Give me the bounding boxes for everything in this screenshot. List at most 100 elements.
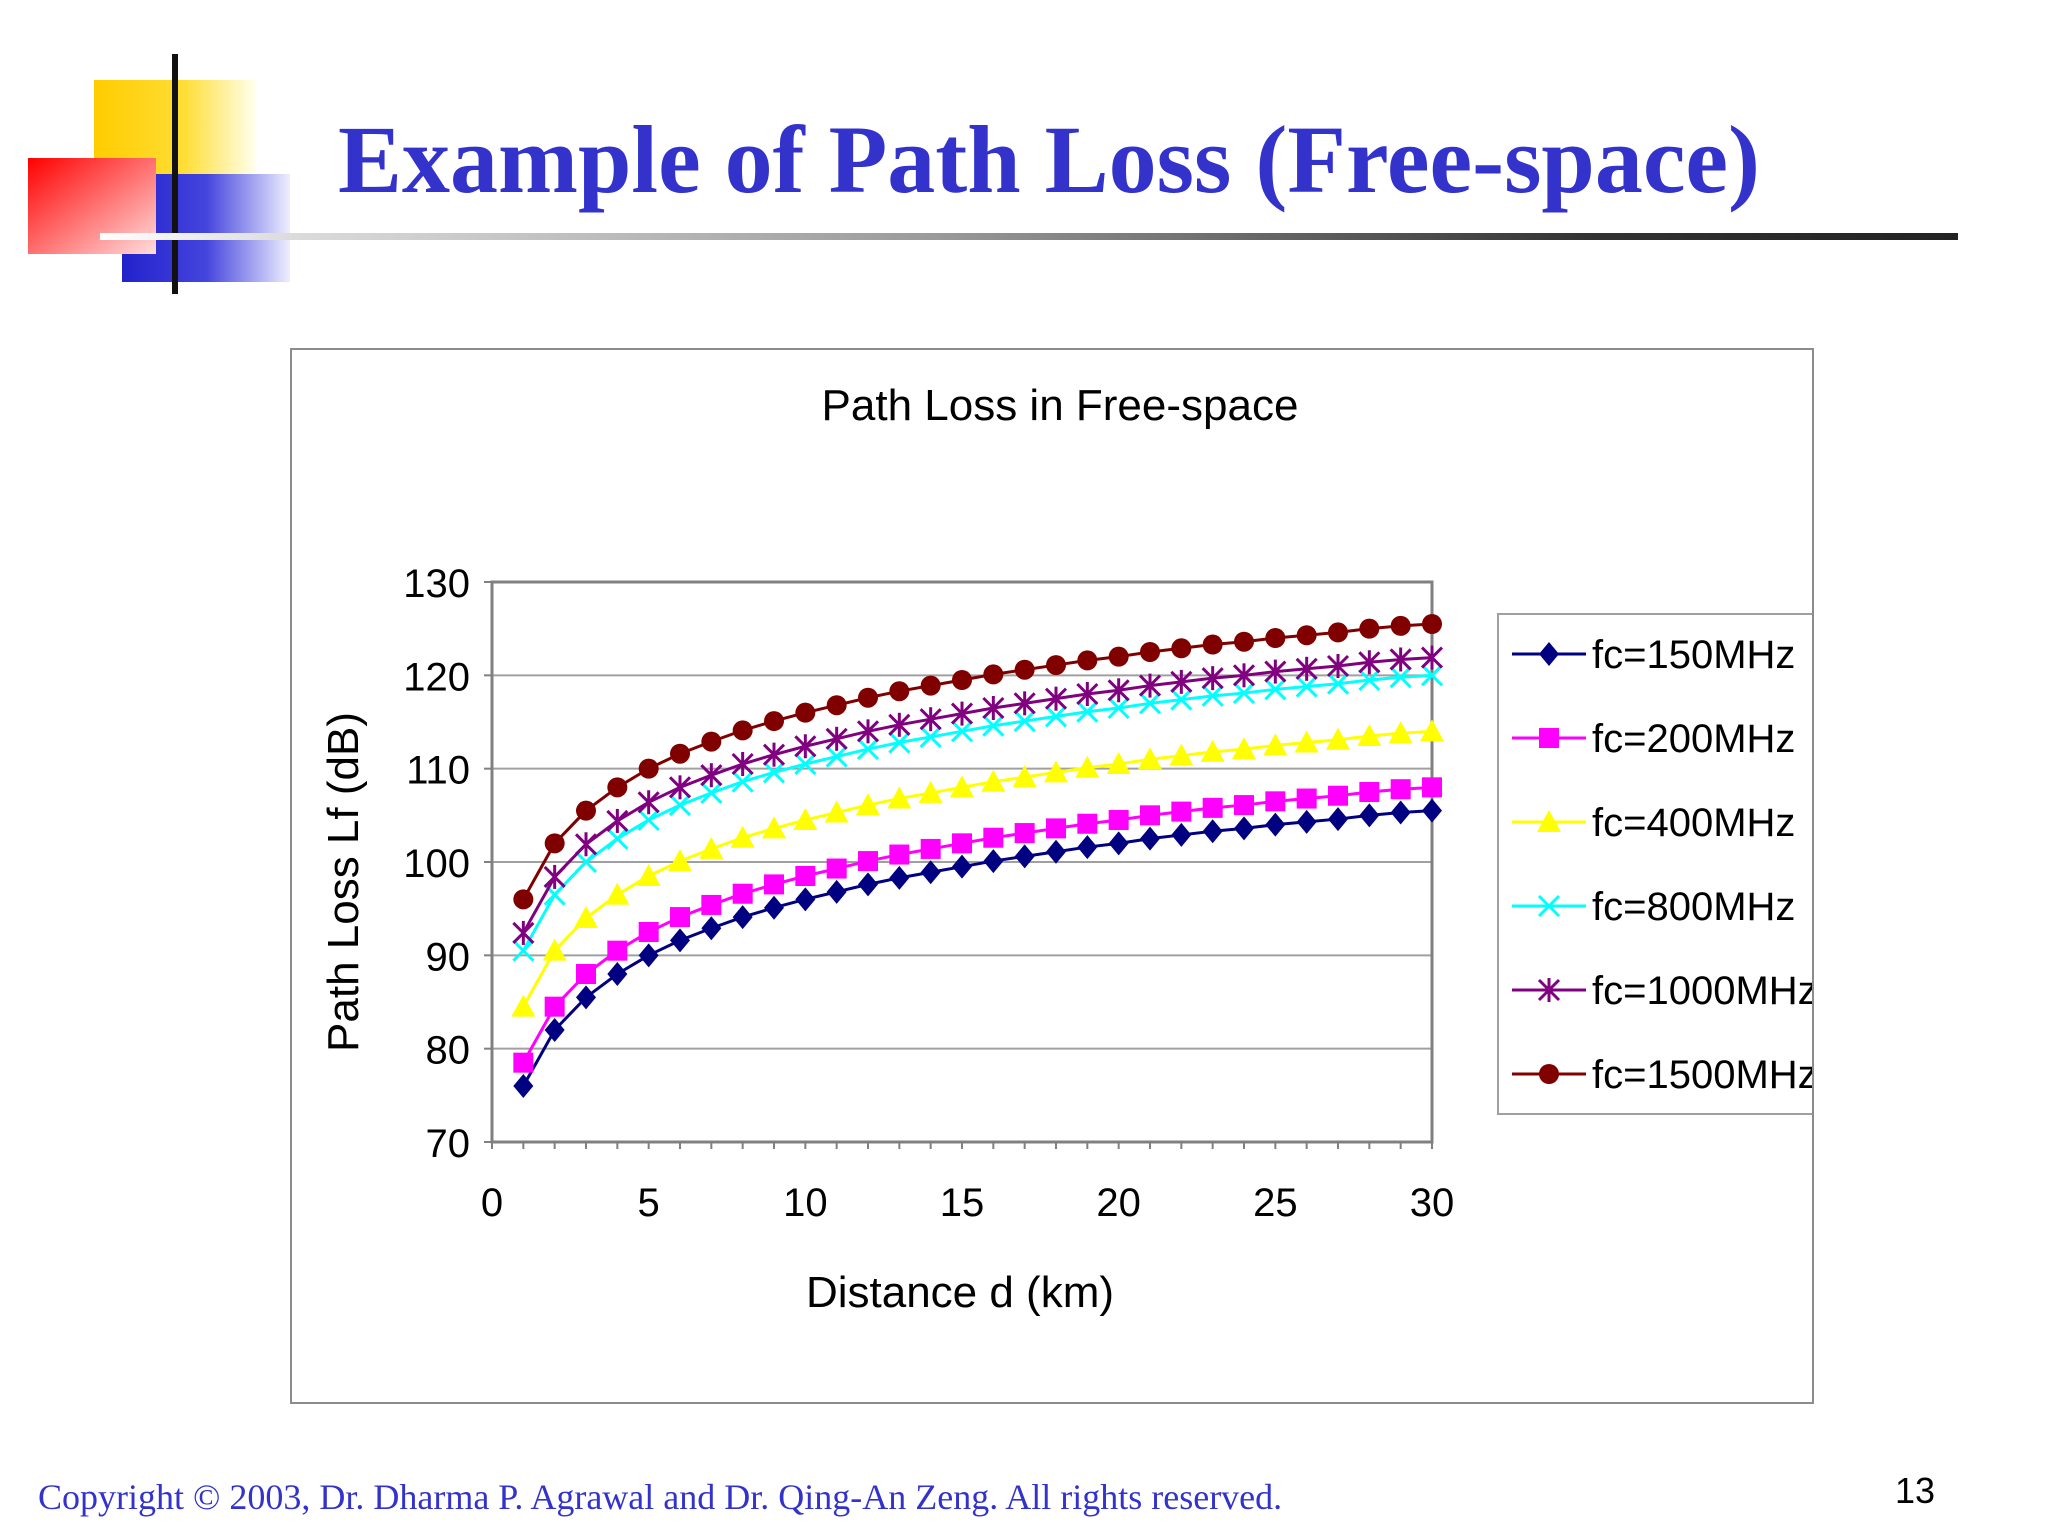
data-point — [701, 916, 722, 941]
legend-item: fc=400MHz — [1512, 801, 1795, 845]
data-point — [543, 864, 566, 889]
data-point — [952, 833, 972, 854]
data-point — [826, 695, 847, 716]
data-point — [606, 827, 629, 850]
data-point — [1296, 625, 1317, 646]
data-point — [1170, 669, 1193, 694]
data-point — [1296, 788, 1317, 809]
data-point — [920, 838, 941, 859]
legend-label: fc=150MHz — [1592, 633, 1795, 677]
y-tick-label: 110 — [406, 749, 470, 793]
data-point — [950, 720, 974, 743]
data-point — [511, 994, 536, 1017]
data-point — [1328, 807, 1348, 832]
logo-vertical-line — [172, 54, 178, 294]
data-point — [1140, 642, 1160, 662]
data-point — [1200, 739, 1225, 762]
data-point — [730, 825, 755, 848]
data-point — [1420, 645, 1444, 670]
legend-item: fc=1000MHz — [1512, 969, 1812, 1013]
data-point — [574, 832, 598, 857]
data-point — [1202, 634, 1223, 655]
data-point — [670, 928, 690, 953]
data-point — [1234, 816, 1254, 841]
data-point — [1358, 650, 1381, 675]
data-point — [513, 1074, 534, 1098]
data-point — [982, 714, 1005, 737]
series-fc=200MHz — [513, 777, 1442, 1073]
data-point — [1294, 730, 1319, 753]
data-point — [1422, 798, 1442, 823]
data-point — [1013, 691, 1036, 716]
data-point — [1108, 646, 1129, 667]
data-point — [638, 943, 659, 968]
data-point — [1107, 696, 1130, 720]
data-point — [670, 907, 690, 928]
data-point — [919, 707, 942, 732]
data-point — [858, 851, 878, 872]
legend-marker — [1539, 1064, 1559, 1084]
data-point — [764, 711, 784, 732]
data-point — [887, 786, 912, 809]
data-point — [1106, 752, 1131, 774]
data-point — [1264, 659, 1287, 684]
legend-marker — [1539, 642, 1559, 666]
y-axis-label: Path Loss Lf (dB) — [319, 712, 368, 1052]
x-tick-label: 5 — [638, 1181, 660, 1225]
series-line — [522, 785, 1433, 1064]
slide-page-number: 13 — [1895, 1470, 1936, 1511]
data-point — [1389, 647, 1412, 672]
data-point — [1108, 810, 1129, 830]
data-point — [731, 770, 754, 793]
data-point — [1202, 797, 1223, 818]
y-tick-label: 90 — [426, 935, 471, 979]
data-point — [1326, 727, 1350, 750]
data-point — [1234, 795, 1254, 816]
data-point — [606, 808, 629, 833]
data-point — [795, 866, 816, 886]
legend-item: fc=200MHz — [1512, 717, 1795, 761]
data-point — [1232, 737, 1256, 760]
x-tick-label: 10 — [783, 1181, 828, 1225]
plot-area: 70 80 90 100 110 120 130 0 5 10 15 20 25 30 — [403, 562, 1454, 1225]
data-point — [856, 738, 880, 761]
data-point — [889, 844, 910, 865]
data-point — [920, 675, 941, 696]
data-point — [544, 996, 565, 1017]
data-point — [1077, 835, 1098, 860]
data-point — [607, 777, 628, 798]
data-point — [1390, 779, 1411, 800]
data-point — [700, 781, 723, 804]
data-point — [701, 894, 722, 915]
slide-title: Example of Path Loss (Free-space) — [338, 106, 1760, 213]
data-point — [919, 725, 942, 748]
data-point — [952, 854, 972, 879]
data-point — [1420, 719, 1444, 742]
data-point — [764, 874, 784, 895]
data-point — [1170, 688, 1193, 711]
data-point — [513, 1052, 534, 1073]
data-point — [858, 872, 878, 897]
data-point — [637, 790, 660, 815]
data-point — [1076, 700, 1099, 723]
data-point — [950, 775, 974, 798]
legend-label: fc=400MHz — [1592, 801, 1795, 845]
data-point — [700, 763, 723, 788]
data-point — [1171, 801, 1192, 822]
data-point — [764, 895, 784, 920]
series-fc=400MHz — [511, 719, 1444, 1017]
data-point — [1390, 615, 1411, 636]
data-point — [889, 681, 910, 702]
data-point — [1076, 682, 1099, 706]
chart-frame: Path Loss in Free-space 70 80 90 100 110 120 1… — [290, 348, 1814, 1404]
data-point — [668, 849, 692, 872]
data-point — [1357, 724, 1382, 746]
x-tick-label: 0 — [481, 1181, 503, 1225]
data-point — [950, 701, 974, 726]
data-point — [576, 985, 596, 1010]
data-point — [1422, 614, 1442, 634]
data-point — [1044, 705, 1068, 728]
legend-item: fc=800MHz — [1512, 885, 1795, 929]
data-point — [826, 879, 847, 904]
y-tick-label: 80 — [426, 1029, 471, 1073]
